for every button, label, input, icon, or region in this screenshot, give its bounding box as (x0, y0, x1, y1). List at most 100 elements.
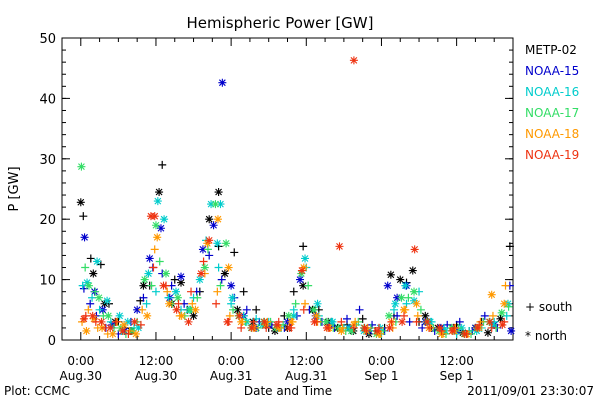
south-point (237, 323, 246, 332)
north-point (247, 323, 256, 332)
chart-title: Hemispheric Power [GW] (187, 14, 374, 32)
north-point (80, 233, 89, 242)
north-point (237, 317, 246, 326)
north-point (184, 317, 193, 326)
north-point (347, 326, 356, 335)
south-point (86, 299, 95, 308)
y-tick-label: 20 (39, 213, 56, 228)
south-point (164, 293, 173, 302)
y-tick-label: 50 (39, 32, 56, 47)
north-point (235, 311, 244, 320)
south-point (304, 281, 313, 290)
north-point (151, 221, 160, 230)
north-point (153, 197, 162, 206)
north-point (165, 299, 174, 308)
x-axis-label: Date and Time (244, 384, 332, 398)
south-point (138, 305, 147, 314)
north-point (349, 56, 358, 65)
south-point (501, 281, 510, 290)
south-point (149, 263, 158, 272)
x-tick-label-date: Sep 1 (440, 369, 474, 383)
north-point (223, 317, 232, 326)
north-point (360, 323, 369, 332)
north-point (435, 323, 444, 332)
x-tick-label-date: Aug.31 (210, 369, 253, 383)
north-point (103, 296, 112, 305)
x-tick-label-time: 0:00 (218, 354, 245, 368)
south-point (155, 257, 164, 266)
north-point (448, 326, 457, 335)
north-point (410, 287, 419, 296)
y-tick-label: 0 (48, 334, 56, 349)
legend-entry: NOAA-18 (525, 127, 579, 141)
plot-area-frame (61, 37, 514, 341)
north-point (228, 293, 237, 302)
north-point (483, 328, 492, 337)
south-point (187, 287, 196, 296)
south-point (387, 317, 396, 326)
north-point (485, 317, 494, 326)
legend-entry: NOAA-16 (525, 85, 579, 99)
south-point (86, 254, 95, 263)
north-point (123, 317, 132, 326)
x-tick-label-time: 12:00 (139, 354, 174, 368)
north-point (139, 281, 148, 290)
north-point (213, 215, 222, 224)
north-point (153, 233, 162, 242)
north-point (144, 269, 153, 278)
x-tick-label-time: 12:00 (289, 354, 324, 368)
north-point (313, 299, 322, 308)
x-axis: 0:00Aug.3012:00Aug.300:00Aug.3112:00Aug.… (60, 38, 514, 383)
south-point (88, 293, 97, 302)
south-point (412, 317, 421, 326)
north-point (216, 200, 225, 209)
north-point (172, 287, 181, 296)
series-legend: METP-02 NOAA-15 NOAA-16 NOAA-17 NOAA-18 NOAA-… (525, 43, 579, 162)
south-point (217, 275, 226, 284)
north-point (260, 317, 269, 326)
north-point (130, 317, 139, 326)
south-point (416, 305, 425, 314)
north-point (97, 317, 106, 326)
legend-entry: NOAA-15 (525, 64, 579, 78)
north-point (496, 314, 505, 323)
x-tick-label-date: Sep 1 (364, 369, 398, 383)
north-point (391, 299, 400, 308)
south-point (227, 299, 236, 308)
north-point (218, 78, 227, 87)
south-point (262, 323, 271, 332)
north-point (145, 254, 154, 263)
north-point (408, 266, 417, 275)
north-point (385, 323, 394, 332)
y-tick-label: 40 (39, 92, 56, 107)
north-point (191, 305, 200, 314)
south-point (480, 311, 489, 320)
north-point (133, 305, 142, 314)
plot-timestamp: 2011/09/01 23:30:07 (467, 384, 594, 398)
south-point (170, 275, 179, 284)
north-point (301, 254, 310, 263)
south-point (487, 323, 496, 332)
north-point (322, 317, 331, 326)
south-point (205, 251, 214, 260)
south-point (405, 317, 414, 326)
x-tick-label-date: Aug.30 (60, 369, 103, 383)
south-point (504, 302, 513, 311)
north-point (423, 317, 432, 326)
south-point (91, 287, 100, 296)
north-point (393, 293, 402, 302)
marker-legend-entry: * north (525, 329, 567, 343)
north-point (374, 329, 383, 338)
south-point (289, 287, 298, 296)
north-point (500, 299, 509, 308)
south-point (400, 311, 409, 320)
north-point (84, 281, 93, 290)
north-point (94, 293, 103, 302)
south-point (358, 314, 367, 323)
south-point (163, 287, 172, 296)
north-point (213, 239, 222, 248)
x-tick-label-date: Aug.31 (285, 369, 328, 383)
south-point (147, 281, 156, 290)
north-point (108, 320, 117, 329)
north-point (131, 329, 140, 338)
